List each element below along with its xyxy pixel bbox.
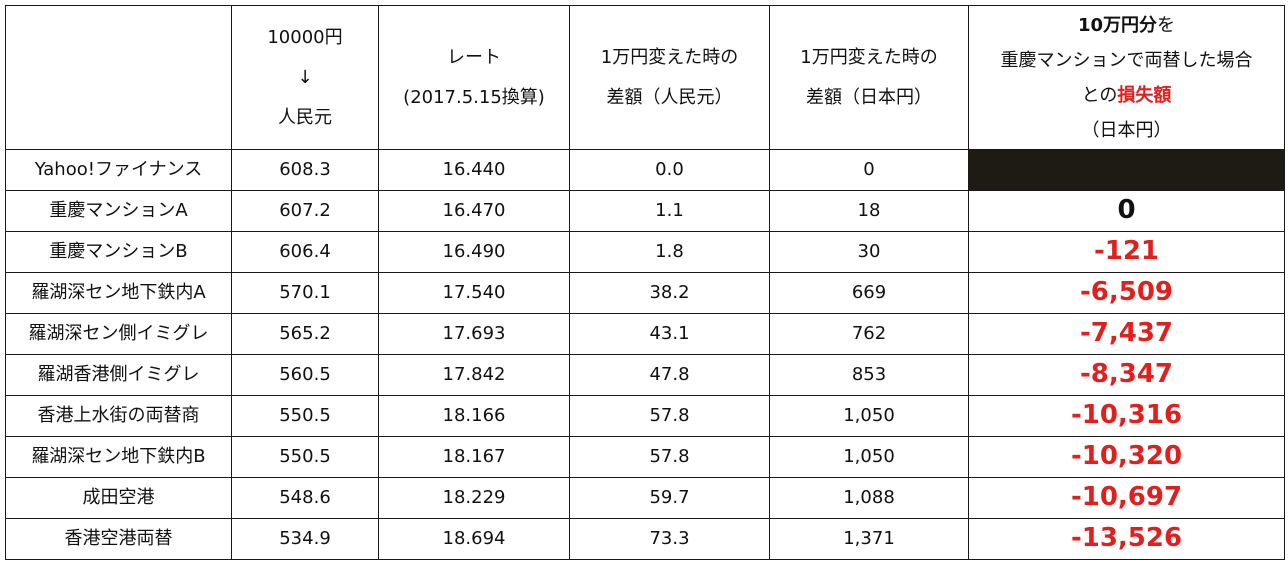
table-row: 羅湖深セン地下鉄内A 570.1 17.540 38.2 669 -6,509 (5, 272, 1285, 314)
rate-cell: 16.490 (378, 231, 570, 273)
diff-cny-cell: 73.3 (569, 518, 770, 560)
cny-amount-cell: 570.1 (231, 272, 379, 314)
loss-cell: -13,526 (968, 518, 1285, 560)
diff-jpy-cell: 762 (769, 313, 969, 355)
rate-cell: 18.229 (378, 477, 570, 519)
cny-amount-cell: 565.2 (231, 313, 379, 355)
rate-cell: 17.540 (378, 272, 570, 314)
diff-jpy-cell: 853 (769, 354, 969, 396)
loss-cell: -121 (968, 231, 1285, 273)
rate-cell: 18.167 (378, 436, 570, 478)
exchanger-name-cell: 羅湖深セン地下鉄内B (5, 436, 232, 478)
header-row: 10000円 ↓ 人民元 レート (2017.5.15換算) 1万円変えた時の … (5, 5, 1285, 150)
diff-jpy-cell: 0 (769, 149, 969, 191)
diff-cny-cell: 38.2 (569, 272, 770, 314)
table-row: 重慶マンションA 607.2 16.470 1.1 18 0 (5, 190, 1285, 232)
exchanger-name-cell: 羅湖深セン側イミグレ (5, 313, 232, 355)
diff-jpy-cell: 1,371 (769, 518, 969, 560)
table-row: 羅湖香港側イミグレ 560.5 17.842 47.8 853 -8,347 (5, 354, 1285, 396)
loss-cell: -8,347 (968, 354, 1285, 396)
diff-cny-cell: 47.8 (569, 354, 770, 396)
cny-amount-cell: 550.5 (231, 395, 379, 437)
rate-cell: 18.694 (378, 518, 570, 560)
exchanger-name-cell: 香港上水街の両替商 (5, 395, 232, 437)
table-row: 香港上水街の両替商 550.5 18.166 57.8 1,050 -10,316 (5, 395, 1285, 437)
header-loss-amount: 10万円分を 重慶マンションで両替した場合 との損失額 （日本円） (968, 5, 1285, 150)
header-empty-cell (5, 5, 232, 150)
cny-amount-cell: 608.3 (231, 149, 379, 191)
rate-cell: 18.166 (378, 395, 570, 437)
cny-amount-cell: 548.6 (231, 477, 379, 519)
header-diff-cny: 1万円変えた時の 差額（人民元） (569, 5, 770, 150)
cny-amount-cell: 606.4 (231, 231, 379, 273)
rate-cell: 17.842 (378, 354, 570, 396)
exchanger-name-cell: 羅湖深セン地下鉄内A (5, 272, 232, 314)
loss-cell: -10,320 (968, 436, 1285, 478)
exchanger-name-cell: 成田空港 (5, 477, 232, 519)
exchanger-name-cell: 羅湖香港側イミグレ (5, 354, 232, 396)
diff-cny-cell: 0.0 (569, 149, 770, 191)
header-diff-jpy: 1万円変えた時の 差額（日本円） (769, 5, 969, 150)
rate-cell: 16.470 (378, 190, 570, 232)
table-row: 羅湖深セン側イミグレ 565.2 17.693 43.1 762 -7,437 (5, 313, 1285, 355)
table-row: 香港空港両替 534.9 18.694 73.3 1,371 -13,526 (5, 518, 1285, 560)
diff-jpy-cell: 1,088 (769, 477, 969, 519)
cny-amount-cell: 560.5 (231, 354, 379, 396)
exchanger-name-cell: 重慶マンションB (5, 231, 232, 273)
cny-amount-cell: 534.9 (231, 518, 379, 560)
loss-cell: -7,437 (968, 313, 1285, 355)
table-row: 成田空港 548.6 18.229 59.7 1,088 -10,697 (5, 477, 1285, 519)
loss-cell: -10,316 (968, 395, 1285, 437)
diff-cny-cell: 57.8 (569, 436, 770, 478)
cny-amount-cell: 550.5 (231, 436, 379, 478)
exchange-rate-comparison-table: 10000円 ↓ 人民元 レート (2017.5.15換算) 1万円変えた時の … (5, 5, 1285, 560)
loss-cell: -6,509 (968, 272, 1285, 314)
exchanger-name-cell: 香港空港両替 (5, 518, 232, 560)
diff-cny-cell: 1.8 (569, 231, 770, 273)
exchanger-name-cell: 重慶マンションA (5, 190, 232, 232)
loss-cell: 0 (968, 190, 1285, 232)
rate-cell: 16.440 (378, 149, 570, 191)
diff-jpy-cell: 1,050 (769, 395, 969, 437)
table-row: 羅湖深セン地下鉄内B 550.5 18.167 57.8 1,050 -10,320 (5, 436, 1285, 478)
table-body: Yahoo!ファイナンス 608.3 16.440 0.0 0 重慶マンションA 607.2… (5, 149, 1285, 560)
rate-cell: 17.693 (378, 313, 570, 355)
cny-amount-cell: 607.2 (231, 190, 379, 232)
diff-jpy-cell: 30 (769, 231, 969, 273)
loss-cell: -10,697 (968, 477, 1285, 519)
diff-cny-cell: 59.7 (569, 477, 770, 519)
diff-jpy-cell: 18 (769, 190, 969, 232)
diff-cny-cell: 43.1 (569, 313, 770, 355)
exchanger-name-cell: Yahoo!ファイナンス (5, 149, 232, 191)
table-row: 重慶マンションB 606.4 16.490 1.8 30 -121 (5, 231, 1285, 273)
table-row: Yahoo!ファイナンス 608.3 16.440 0.0 0 (5, 149, 1285, 191)
header-yen-to-cny: 10000円 ↓ 人民元 (231, 5, 379, 150)
diff-cny-cell: 57.8 (569, 395, 770, 437)
blackout-cell (968, 149, 1285, 191)
header-rate: レート (2017.5.15換算) (378, 5, 570, 150)
diff-jpy-cell: 1,050 (769, 436, 969, 478)
diff-jpy-cell: 669 (769, 272, 969, 314)
diff-cny-cell: 1.1 (569, 190, 770, 232)
